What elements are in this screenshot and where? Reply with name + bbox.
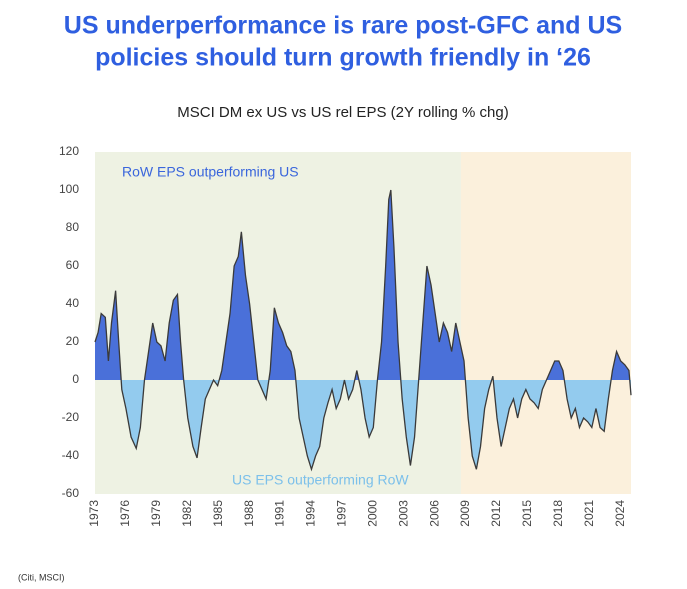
y-tick-label: 80 <box>66 220 80 234</box>
y-tick-label: 20 <box>66 334 80 348</box>
chart-title: policies should turn growth friendly in … <box>95 44 591 72</box>
area-negative <box>95 380 631 470</box>
x-tick-label: 1976 <box>118 500 132 527</box>
y-tick-label: 120 <box>59 144 79 158</box>
x-tick-label: 2003 <box>396 500 410 527</box>
x-tick-label: 1988 <box>242 500 256 527</box>
y-tick-label: 0 <box>72 372 79 386</box>
y-tick-label: -60 <box>62 486 80 500</box>
x-tick-label: 2006 <box>427 500 441 527</box>
x-tick-label: 2000 <box>365 500 379 527</box>
chart-title: US underperformance is rare post-GFC and… <box>64 12 622 40</box>
x-tick-label: 1979 <box>149 500 163 527</box>
x-tick-label: 1985 <box>211 500 225 527</box>
x-tick-label: 1994 <box>304 500 318 527</box>
source: (Citi, MSCI) <box>18 572 65 582</box>
x-tick-label: 2012 <box>489 500 503 527</box>
shaded-region <box>460 152 631 494</box>
x-tick-label: 2009 <box>458 500 472 527</box>
annotation: US EPS outperforming RoW <box>232 472 409 488</box>
line <box>94 189 632 472</box>
x-tick-label: 2024 <box>613 500 627 527</box>
x-tick-label: 2015 <box>520 500 534 527</box>
x-tick-label: 1973 <box>87 500 101 527</box>
x-tick-label: 1991 <box>273 500 287 527</box>
x-tick-label: 1997 <box>335 500 349 527</box>
y-tick-label: -40 <box>62 448 80 462</box>
chart-subtitle: MSCI DM ex US vs US rel EPS (2Y rolling … <box>177 104 508 121</box>
area-positive <box>95 190 631 380</box>
x-tick-label: 2021 <box>582 500 596 527</box>
y-tick-label: 100 <box>59 182 79 196</box>
x-tick-label: 2018 <box>551 500 565 527</box>
y-tick-label: 40 <box>66 296 80 310</box>
y-tick-label: -20 <box>62 410 80 424</box>
y-tick-label: 60 <box>66 258 80 272</box>
annotation: RoW EPS outperforming US <box>122 164 299 180</box>
x-tick-label: 1982 <box>180 500 194 527</box>
